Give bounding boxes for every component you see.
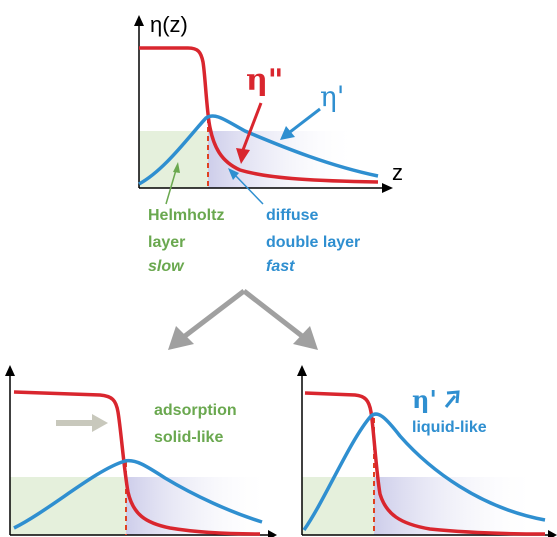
eta-prime-curve — [138, 114, 379, 186]
helmholtz-region-bl — [10, 477, 126, 535]
x-axis-arrow-icon-bl — [268, 530, 277, 537]
helmholtz-label-2: layer — [148, 234, 185, 251]
increase-arrow-icon — [446, 390, 460, 404]
increase-arrow — [444, 395, 457, 408]
helmholtz-label-1: Helmholtz — [148, 207, 224, 224]
helmholtz-label-3: slow — [148, 258, 185, 275]
branch-right-arrow — [242, 289, 304, 338]
helmholtz-region-br — [302, 477, 374, 535]
eta-double-prime-curve-bl — [13, 390, 261, 536]
diffuse-label-2: double layer — [266, 234, 360, 251]
diffuse-region-bl — [126, 477, 271, 535]
branch-left-arrow — [183, 289, 246, 338]
shift-arrow-icon — [92, 414, 108, 432]
adsorption-label-2: solid-like — [154, 429, 223, 446]
top-panel: η(z) z η" η' Helmholtz layer slow diffus… — [134, 12, 403, 275]
eta-prime-label: η' — [320, 80, 344, 113]
eta-prime-curve-bl — [13, 458, 263, 530]
bottom-right-panel: η' liquid-like — [297, 365, 557, 537]
y-axis-arrow-icon-bl — [5, 365, 15, 376]
eta-double-prime-label: η" — [246, 63, 283, 98]
helmholtz-pointer — [165, 169, 177, 205]
eta-prime-arrow-icon — [280, 126, 295, 140]
eta-prime-pointer — [289, 107, 321, 134]
eta-double-prime-curve — [139, 46, 379, 184]
branch-right-arrow-icon — [293, 326, 318, 350]
eta-prime-curve-br — [302, 412, 546, 532]
eta-double-prime-pointer — [241, 102, 263, 151]
x-axis-label: z — [392, 160, 403, 185]
y-axis-arrow-icon-br — [297, 365, 307, 376]
eta-double-prime-curve-br — [304, 391, 546, 536]
diffuse-region-br — [374, 477, 539, 535]
y-axis-arrow-icon — [134, 15, 144, 26]
x-axis-arrow-icon — [382, 183, 393, 193]
diffuse-label-3: fast — [266, 258, 295, 275]
branch-left-arrow-icon — [168, 326, 194, 350]
diffuse-label-1: diffuse — [266, 207, 319, 224]
liquid-like-label: liquid-like — [412, 419, 487, 436]
branch-arrows — [168, 289, 318, 350]
adsorption-label-1: adsorption — [154, 402, 237, 419]
y-axis-label: η(z) — [150, 12, 188, 37]
eta-prime-symbol-br: η' — [412, 385, 437, 414]
bottom-left-panel: adsorption solid-like — [5, 365, 277, 537]
diffuse-pointer — [233, 173, 264, 205]
x-axis-arrow-icon-br — [548, 530, 557, 537]
diffuse-arrow-icon — [228, 168, 239, 180]
eta-double-prime-arrow-icon — [236, 148, 250, 164]
helmholtz-arrow-icon — [173, 162, 180, 173]
